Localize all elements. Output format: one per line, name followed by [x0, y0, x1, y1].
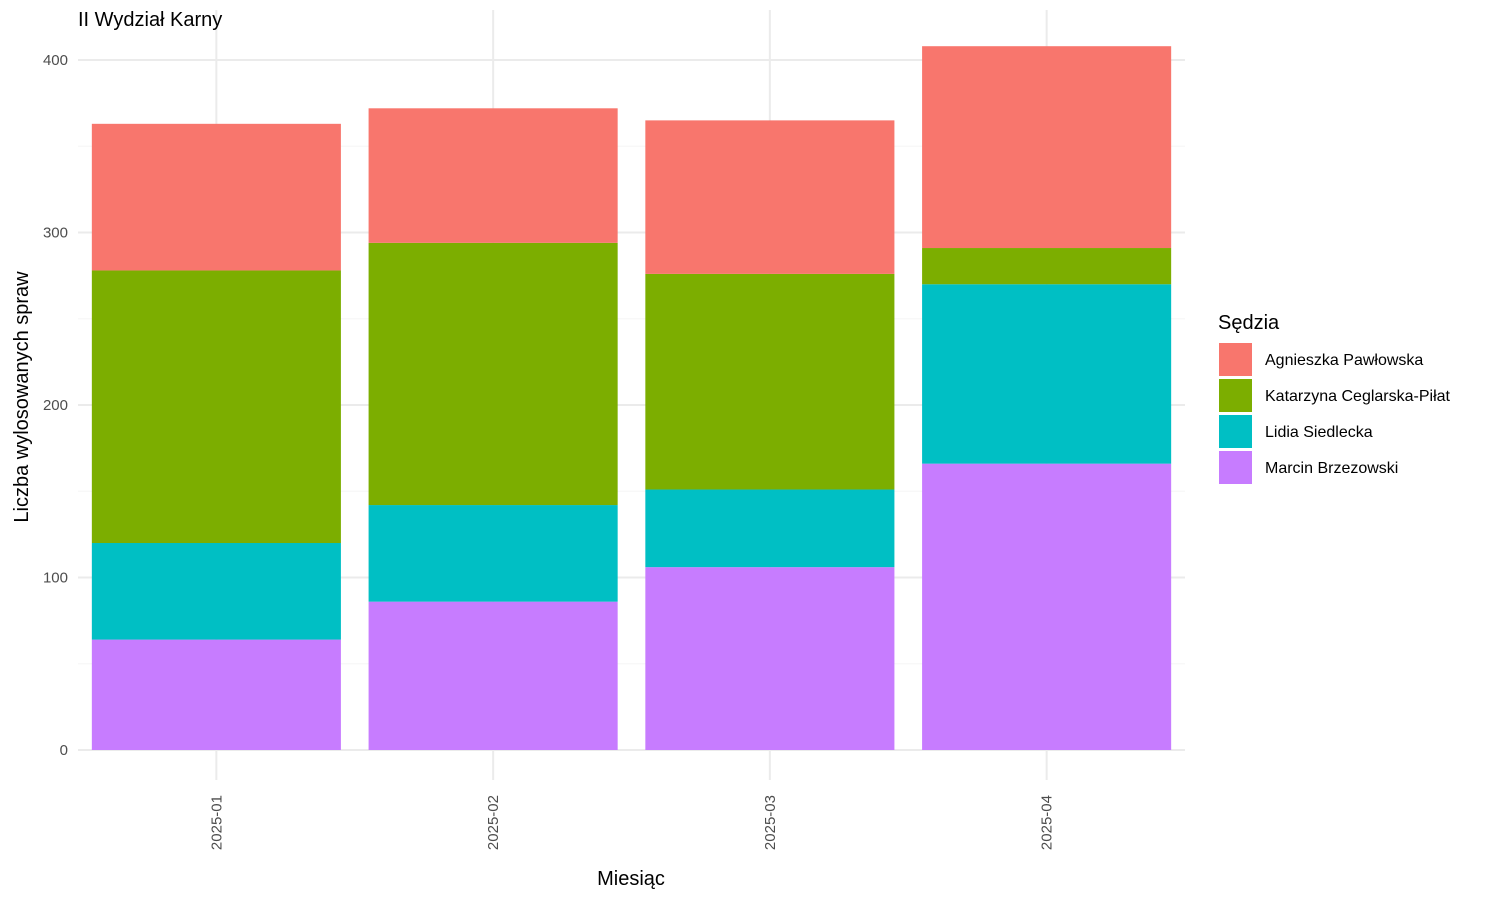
- y-tick-label: 100: [43, 570, 68, 587]
- legend-swatch: [1219, 379, 1252, 412]
- bar-segment: [368, 242, 618, 506]
- bar-segment: [368, 108, 618, 243]
- bar-segment: [645, 489, 895, 568]
- y-tick-label: 400: [43, 52, 68, 69]
- legend-label: Lidia Siedlecka: [1265, 424, 1373, 441]
- bar-segment: [645, 567, 895, 750]
- y-tick-label: 200: [43, 397, 68, 414]
- y-tick-label: 0: [60, 742, 68, 759]
- bar-segment: [922, 284, 1172, 464]
- bar-segment: [91, 270, 341, 543]
- legend-label: Marcin Brzezowski: [1265, 460, 1398, 477]
- legend-label: Agnieszka Pawłowska: [1265, 352, 1423, 369]
- bar-segment: [645, 120, 895, 274]
- legend: Sędzia Agnieszka Pawłowska Katarzyna Cegl…: [1218, 312, 1451, 484]
- bar-segment: [645, 273, 895, 490]
- x-tick-label: 2025-01: [208, 795, 225, 850]
- legend-swatch: [1219, 415, 1252, 448]
- x-axis-title: Miesiąc: [597, 868, 665, 890]
- y-tick-label: 300: [43, 225, 68, 242]
- bar-segment: [91, 123, 341, 271]
- x-tick-label: 2025-04: [1039, 795, 1056, 850]
- bar-segment: [922, 248, 1172, 285]
- x-axis-ticks: 2025-01 2025-02 2025-03 2025-04: [208, 795, 1055, 850]
- legend-swatch: [1219, 343, 1252, 376]
- bar-segment: [91, 639, 341, 750]
- bars: [91, 46, 1172, 750]
- bar-segment: [922, 46, 1172, 249]
- bar-segment: [368, 505, 618, 602]
- y-axis-title: Liczba wylosowanych spraw: [11, 271, 33, 523]
- x-tick-label: 2025-02: [485, 795, 502, 850]
- legend-label: Katarzyna Ceglarska-Piłat: [1265, 388, 1451, 405]
- bar-segment: [922, 463, 1172, 750]
- bar-segment: [91, 543, 341, 640]
- y-axis-ticks: 0 100 200 300 400: [43, 52, 68, 759]
- bar-segment: [368, 601, 618, 750]
- legend-title: Sędzia: [1218, 312, 1280, 334]
- legend-swatch: [1219, 451, 1252, 484]
- plot-title: II Wydział Karny: [78, 9, 222, 31]
- x-tick-label: 2025-03: [762, 795, 779, 850]
